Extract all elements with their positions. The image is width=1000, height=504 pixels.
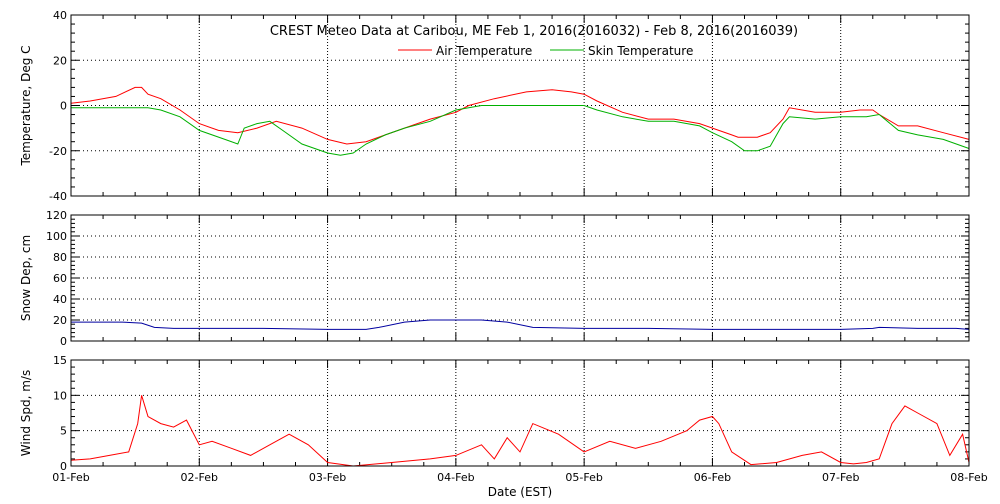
y-tick-label: 0 xyxy=(60,335,67,348)
x-tick-label: 03-Feb xyxy=(309,471,346,484)
series-line-temperature-1 xyxy=(70,86,970,145)
plot-frame xyxy=(70,14,970,197)
y-tick-label: 15 xyxy=(53,354,67,367)
y-axis-label: Temperature, Deg C xyxy=(19,45,33,166)
legend-label-air-temperature: Air Temperature xyxy=(436,44,532,58)
x-tick-label: 06-Feb xyxy=(694,471,731,484)
y-tick-label: 5 xyxy=(60,425,67,438)
legend: Air Temperature Skin Temperature xyxy=(398,44,693,58)
x-tick-label: 05-Feb xyxy=(565,471,602,484)
x-tick-label: 01-Feb xyxy=(52,471,89,484)
y-tick-label: -40 xyxy=(49,190,67,203)
y-tick-label: -20 xyxy=(49,145,67,158)
y-tick-label: 0 xyxy=(60,100,67,113)
y-axis-label: Snow Dep, cm xyxy=(19,235,33,321)
x-axis-label: Date (EST) xyxy=(488,485,552,499)
x-tick-label: 04-Feb xyxy=(437,471,474,484)
y-tick-label: 20 xyxy=(53,54,67,67)
y-tick-label: 80 xyxy=(53,251,67,264)
chart-title: CREST Meteo Data at Caribou, ME Feb 1, 2… xyxy=(270,24,798,39)
legend-label-skin-temperature: Skin Temperature xyxy=(588,44,693,58)
panel-temperature: -40 -20 0 20 40 Temperature, Deg C xyxy=(19,9,970,203)
y-tick-label: 10 xyxy=(53,389,67,402)
series-line-snow-depth xyxy=(71,319,970,330)
panel-wind-speed: 0 5 10 15 Wind Spd, m/s xyxy=(19,354,970,473)
x-tick-label: 08-Feb xyxy=(950,471,987,484)
y-tick-label: 100 xyxy=(46,230,67,243)
panel-snow-depth: 0 20 40 60 80 100 120 Snow Dep, cm xyxy=(19,209,970,348)
y-tick-label: 40 xyxy=(53,293,67,306)
y-tick-label: 20 xyxy=(53,314,67,327)
series-line-wind-speed xyxy=(70,395,970,467)
plot-frame xyxy=(70,359,970,467)
y-tick-label: 120 xyxy=(46,209,67,222)
x-tick-label: 02-Feb xyxy=(181,471,218,484)
y-tick-label: 40 xyxy=(53,9,67,22)
y-tick-label: 60 xyxy=(53,272,67,285)
plot-frame xyxy=(70,214,970,342)
x-tick-label: 07-Feb xyxy=(822,471,859,484)
y-axis-label: Wind Spd, m/s xyxy=(19,370,33,456)
y-tick-label: 0 xyxy=(60,460,67,473)
series-line-temperature-2 xyxy=(71,105,970,156)
